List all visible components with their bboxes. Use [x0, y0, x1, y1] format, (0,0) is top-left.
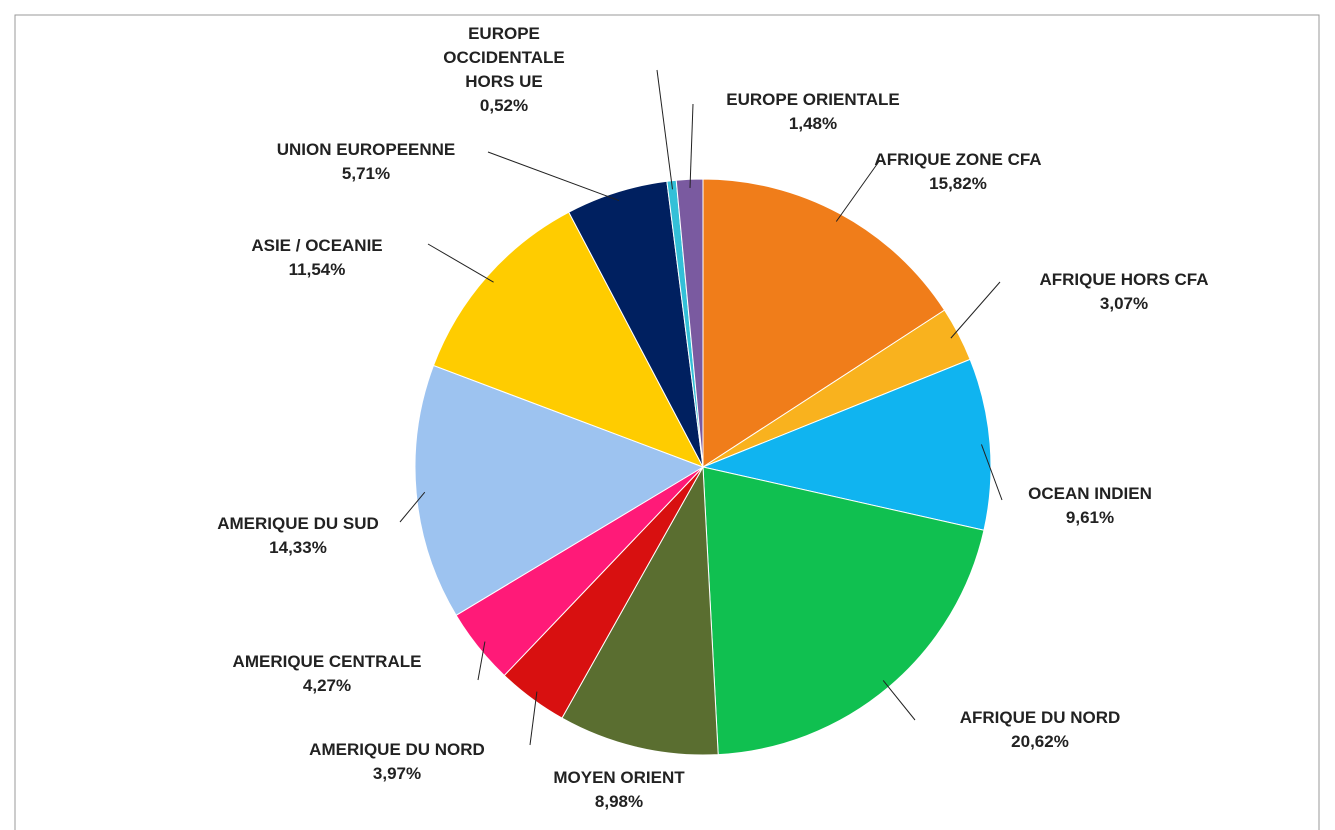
data-label: AFRIQUE ZONE CFA 15,82% — [874, 148, 1041, 196]
category-label: AMERIQUE CENTRALE — [232, 652, 422, 671]
category-label: EUROPE ORIENTALE — [726, 90, 900, 109]
value-label: 9,61% — [1065, 508, 1115, 527]
pie-slice — [432, 211, 705, 468]
pie-slice — [701, 358, 992, 531]
leader-line — [950, 281, 1001, 339]
value-label: 5,71% — [341, 164, 391, 183]
category-label: ASIE / OCEANIE — [251, 236, 383, 255]
pie-slice — [702, 178, 946, 468]
data-label: AFRIQUE HORS CFA 3,07% — [1039, 268, 1208, 316]
leader-line — [689, 103, 694, 188]
leader-line — [835, 159, 881, 222]
category-label: OCEAN INDIEN — [1028, 484, 1152, 503]
pie-slice — [675, 178, 704, 468]
data-label: AMERIQUE DU SUD 14,33% — [217, 512, 379, 560]
value-label: 0,52% — [479, 96, 529, 115]
leader-line — [427, 243, 494, 283]
category-label: UNION EUROPEENNE — [276, 140, 456, 159]
value-label: 14,33% — [269, 538, 327, 557]
value-label: 11,54% — [288, 260, 346, 279]
value-label: 3,97% — [372, 764, 422, 783]
value-label: 20,62% — [1011, 732, 1069, 751]
pie-slice — [414, 364, 705, 616]
data-label: EUROPE ORIENTALE 1,48% — [726, 88, 899, 136]
value-label: 8,98% — [594, 792, 644, 811]
category-label: AMERIQUE DU NORD — [309, 740, 485, 759]
pie-slice — [561, 465, 719, 756]
category-label: AFRIQUE HORS CFA — [1039, 270, 1209, 289]
category-label: MOYEN ORIENT — [553, 768, 685, 787]
data-label: MOYEN ORIENT 8,98% — [553, 766, 684, 814]
leader-line — [656, 69, 673, 190]
data-label: AMERIQUE CENTRALE 4,27% — [233, 650, 422, 698]
leader-line — [882, 680, 916, 721]
leader-line — [487, 151, 620, 202]
leader-line — [399, 491, 426, 523]
value-label: 1,48% — [788, 114, 838, 133]
frame — [14, 14, 1320, 830]
leader-line — [980, 444, 1003, 501]
category-label: AFRIQUE ZONE CFA — [874, 150, 1042, 169]
value-label: 3,07% — [1099, 294, 1149, 313]
leader-line — [529, 691, 538, 746]
data-label: ASIE / OCEANIE 11,54% — [251, 234, 382, 282]
data-label: UNION EUROPEENNE 5,71% — [277, 138, 456, 186]
data-label: OCEAN INDIEN 9,61% — [1028, 482, 1152, 530]
category-label: AMERIQUE DU SUD — [217, 514, 379, 533]
data-label: EUROPE OCCIDENTALE HORS UE 0,52% — [429, 22, 579, 118]
data-label: AFRIQUE DU NORD 20,62% — [960, 706, 1121, 754]
value-label: 15,82% — [929, 174, 987, 193]
data-label: AMERIQUE DU NORD 3,97% — [309, 738, 485, 786]
category-label: EUROPE OCCIDENTALE HORS UE — [443, 24, 565, 91]
category-label: AFRIQUE DU NORD — [959, 708, 1121, 727]
value-label: 4,27% — [302, 676, 352, 695]
leader-line — [477, 641, 486, 681]
